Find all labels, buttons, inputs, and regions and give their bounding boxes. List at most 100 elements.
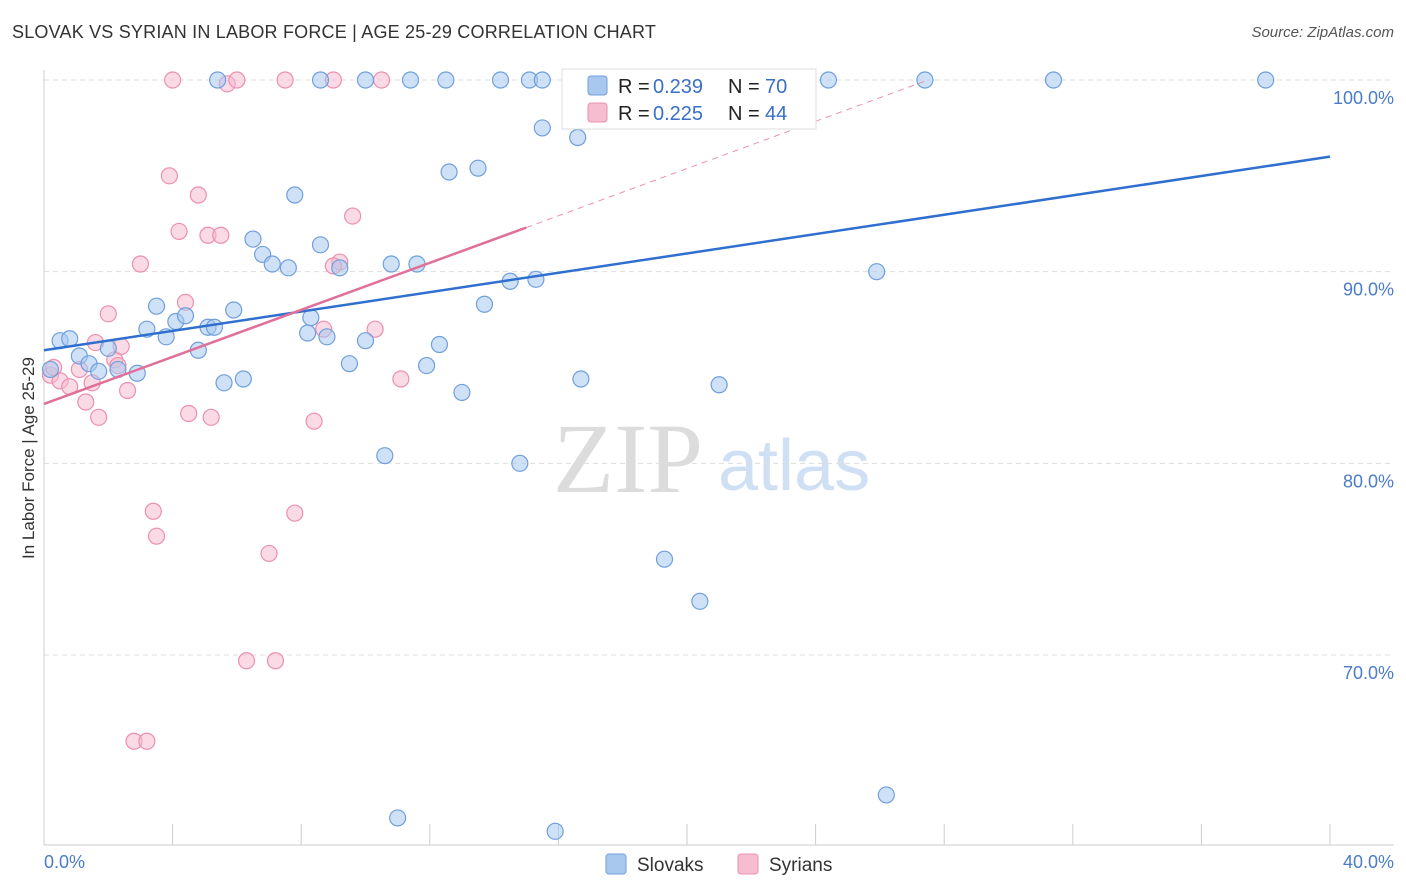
slovaks-points bbox=[41, 71, 1275, 840]
slovak-point bbox=[710, 376, 728, 394]
slovak-point bbox=[225, 301, 243, 319]
syrians-trend-extension bbox=[526, 79, 929, 229]
grid-layer bbox=[44, 79, 1394, 656]
syrian-point bbox=[170, 222, 188, 241]
slovak-point bbox=[437, 71, 455, 89]
y-tick-label: 100.0% bbox=[1333, 88, 1394, 108]
bottom-legend-swatch-syrians bbox=[737, 853, 759, 875]
slovak-point bbox=[331, 259, 349, 277]
slovak-point bbox=[311, 236, 330, 254]
slovak-point bbox=[99, 339, 117, 357]
legend-r-value-slovaks: 0.239 bbox=[653, 76, 703, 98]
syrian-point bbox=[228, 71, 246, 89]
slovak-point bbox=[263, 255, 281, 273]
y-tick-label: 70.0% bbox=[1343, 663, 1394, 683]
syrian-point bbox=[305, 412, 323, 430]
y-tick-label: 90.0% bbox=[1343, 280, 1394, 300]
slovak-point bbox=[533, 119, 551, 137]
slovak-point bbox=[533, 71, 551, 89]
legend-r-label-syrians: R = bbox=[618, 103, 650, 125]
syrian-point bbox=[160, 167, 178, 185]
slovak-point bbox=[569, 128, 587, 147]
slovak-point bbox=[469, 159, 487, 177]
slovak-point bbox=[382, 255, 400, 273]
slovak-point bbox=[491, 71, 510, 89]
slovak-point bbox=[209, 71, 227, 89]
slovak-point bbox=[440, 163, 458, 181]
syrian-point bbox=[212, 226, 230, 244]
syrian-point bbox=[138, 732, 156, 750]
watermark-atlas: atlas bbox=[718, 426, 870, 506]
slovak-point bbox=[389, 809, 407, 827]
source-label: Source: ZipAtlas.com bbox=[1251, 24, 1394, 41]
syrian-point bbox=[276, 71, 294, 89]
slovak-point bbox=[356, 332, 375, 350]
watermark-zip: ZIP bbox=[553, 403, 703, 514]
x-tick-labels: 0.0% 40.0% bbox=[44, 852, 1394, 872]
slovak-point bbox=[430, 335, 449, 354]
legend-n-label-syrians: N = bbox=[728, 103, 760, 125]
slovak-point bbox=[572, 370, 590, 388]
slovak-point bbox=[215, 374, 233, 392]
syrians-trend-line bbox=[43, 226, 527, 406]
legend-swatch-syrians bbox=[587, 102, 608, 123]
slovak-point bbox=[311, 71, 330, 89]
slovak-point bbox=[511, 454, 529, 472]
syrian-point bbox=[164, 71, 182, 89]
legend-r-value-syrians: 0.225 bbox=[653, 103, 703, 125]
slovak-point bbox=[279, 259, 297, 277]
slovak-point bbox=[527, 270, 545, 288]
slovak-point bbox=[356, 71, 375, 89]
y-tick-label: 80.0% bbox=[1343, 471, 1394, 491]
syrian-point bbox=[180, 404, 198, 423]
slovak-point bbox=[340, 355, 359, 373]
slovak-point bbox=[234, 370, 252, 388]
syrian-point bbox=[131, 255, 150, 273]
slovak-point bbox=[453, 383, 471, 402]
slovak-point bbox=[546, 822, 564, 840]
series-legend: Slovaks Syrians bbox=[605, 853, 832, 876]
legend-n-label-slovaks: N = bbox=[728, 76, 760, 98]
syrian-point bbox=[266, 652, 285, 670]
bottom-legend-label-slovaks: Slovaks bbox=[637, 855, 704, 876]
bottom-legend-label-syrians: Syrians bbox=[769, 855, 832, 876]
trend-layer bbox=[43, 79, 1331, 406]
slovak-point bbox=[417, 356, 436, 375]
slovak-point bbox=[299, 324, 317, 342]
slovak-point bbox=[868, 263, 886, 281]
slovak-point bbox=[916, 71, 934, 89]
syrians-points bbox=[41, 71, 410, 750]
legend-n-value-syrians: 44 bbox=[765, 103, 787, 125]
slovak-point bbox=[401, 71, 420, 89]
slovaks-trend-line bbox=[43, 155, 1331, 352]
syrian-point bbox=[144, 502, 162, 520]
slovak-point bbox=[90, 362, 108, 380]
slovak-point bbox=[318, 328, 336, 346]
syrian-point bbox=[77, 393, 95, 411]
slovak-point bbox=[655, 550, 674, 568]
syrian-point bbox=[372, 71, 391, 89]
x-tick-label-min: 0.0% bbox=[44, 852, 85, 872]
syrian-point bbox=[392, 370, 410, 388]
slovak-point bbox=[819, 71, 838, 89]
chart-title: SLOVAK VS SYRIAN IN LABOR FORCE | AGE 25… bbox=[12, 22, 657, 42]
syrian-point bbox=[260, 544, 278, 563]
slovak-point bbox=[176, 307, 195, 325]
legend-n-value-slovaks: 70 bbox=[765, 76, 787, 98]
slovak-point bbox=[1044, 71, 1063, 89]
legend-r-label-slovaks: R = bbox=[618, 76, 650, 98]
y-axis-label: In Labor Force | Age 25-29 bbox=[19, 357, 38, 559]
slovak-point bbox=[376, 447, 394, 465]
slovak-point bbox=[1257, 71, 1275, 89]
bottom-legend-swatch-slovaks bbox=[605, 853, 627, 875]
slovak-point bbox=[286, 186, 304, 204]
syrian-point bbox=[202, 408, 220, 426]
syrian-point bbox=[118, 381, 137, 400]
slovak-point bbox=[475, 295, 494, 313]
syrian-point bbox=[237, 652, 256, 670]
slovak-point bbox=[41, 360, 60, 379]
x-tick-label-max: 40.0% bbox=[1343, 852, 1394, 872]
slovak-point bbox=[147, 297, 166, 315]
legend-swatch-slovaks bbox=[587, 75, 608, 96]
